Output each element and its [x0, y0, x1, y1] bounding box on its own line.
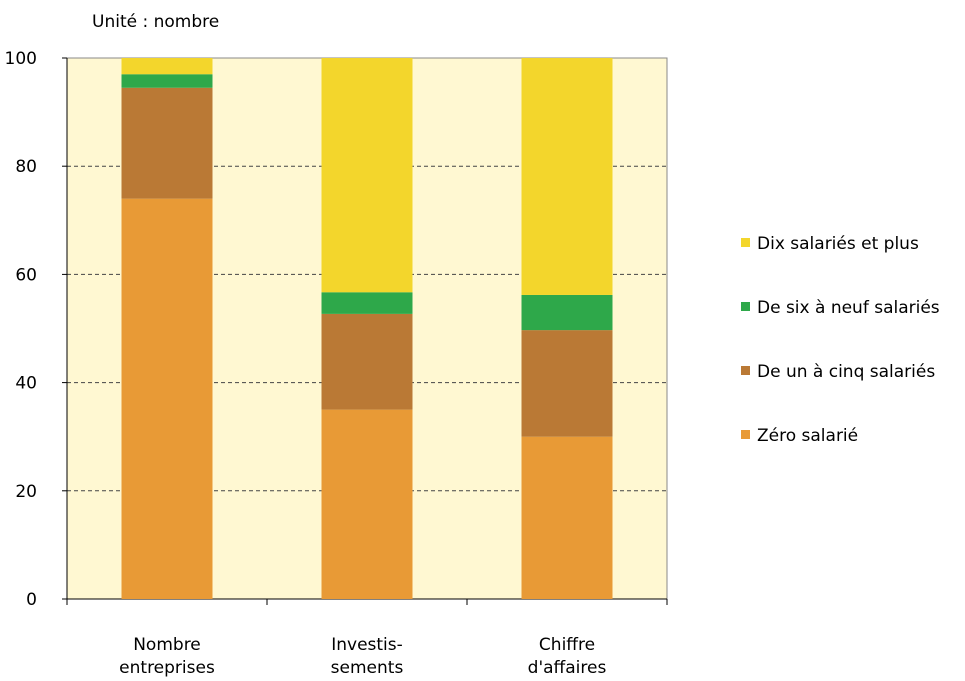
category-label: sements — [331, 658, 404, 678]
bar-segment — [521, 436, 613, 599]
category-label: d'affaires — [528, 658, 607, 678]
legend-swatch — [741, 302, 750, 311]
y-tick-label: 40 — [15, 374, 37, 394]
y-tick-label: 100 — [5, 49, 37, 69]
legend-swatch — [741, 366, 750, 375]
bar-segment — [321, 313, 413, 410]
legend-swatch — [741, 238, 750, 247]
category-label: entreprises — [119, 658, 215, 678]
y-tick-label: 80 — [15, 157, 37, 177]
y-tick-label: 60 — [15, 265, 37, 285]
legend-swatch — [741, 430, 750, 439]
bar-segment — [321, 409, 413, 599]
bar-segment — [521, 58, 613, 295]
bar-segment — [521, 330, 613, 437]
bar-segment — [521, 294, 613, 331]
category-label: Investis- — [331, 635, 403, 655]
category-label: Nombre — [133, 635, 201, 655]
legend-label: Zéro salarié — [757, 426, 858, 446]
y-tick-label: 20 — [15, 482, 37, 502]
category-label: Chiffre — [539, 635, 595, 655]
bar-segment — [121, 58, 213, 75]
unit-label: Unité : nombre — [92, 12, 219, 32]
legend-label: Dix salariés et plus — [757, 234, 919, 254]
bar-segment — [121, 87, 213, 199]
bar-segment — [321, 58, 413, 293]
legend-label: De un à cinq salariés — [757, 362, 935, 382]
bar-segment — [121, 198, 213, 599]
bar-segment — [121, 74, 213, 88]
legend-label: De six à neuf salariés — [757, 298, 940, 318]
y-tick-label: 0 — [26, 590, 37, 610]
bar-segment — [321, 292, 413, 314]
